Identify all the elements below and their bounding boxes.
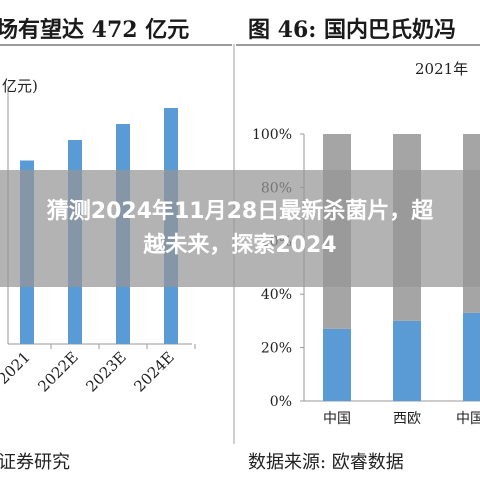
right-x-tick-label: 中国香 xyxy=(456,411,480,427)
right-chart-source: 数据来源: 欧睿数据 xyxy=(248,452,404,473)
right-y-tick-label: 100% xyxy=(252,127,292,143)
left-chart-title: 场有望达 472 亿元 xyxy=(0,17,190,43)
left-x-tick-label: 2022E xyxy=(34,348,81,395)
right-chart-title: 图 46: 国内巴氏奶冯 xyxy=(248,17,457,43)
right-x-tick-label: 西欧 xyxy=(393,411,421,427)
right-y-tick-label: 20% xyxy=(261,341,292,357)
right-y-tick-label: 40% xyxy=(261,287,292,303)
left-chart-source: 证券研究 xyxy=(0,452,70,473)
left-y-axis-label: 亿元) xyxy=(2,77,38,95)
left-x-tick-label: 2021 xyxy=(0,348,34,388)
headline-text: 猜测2024年11月28日最新杀菌片，超越未来，探索2024 xyxy=(46,198,434,258)
left-x-tick-label: 2024E xyxy=(130,348,177,395)
left-title-rule xyxy=(0,44,232,46)
right-stacked-bar-segment xyxy=(463,312,480,401)
right-chart-subtitle: 2021年 xyxy=(415,60,468,78)
right-title-rule xyxy=(236,44,480,46)
headline-overlay: 猜测2024年11月28日最新杀菌片，超越未来，探索2024 xyxy=(0,170,480,287)
right-y-tick-label: 0% xyxy=(270,394,292,410)
right-stacked-bar-segment xyxy=(323,328,351,401)
left-x-tick-label: 2023E xyxy=(82,348,129,395)
right-stacked-bar-segment xyxy=(393,320,421,401)
right-x-tick-label: 中国 xyxy=(323,411,351,427)
